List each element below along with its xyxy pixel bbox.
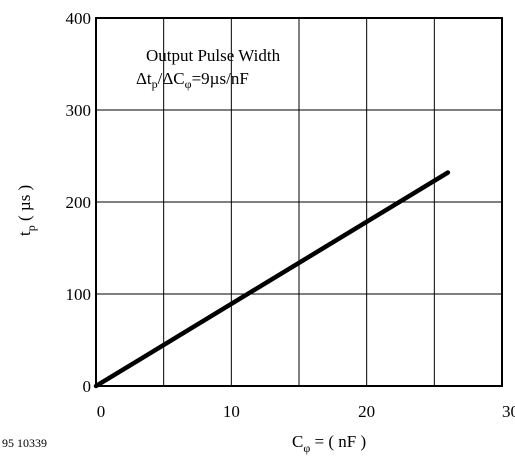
annotation-line-2: Δtp/ΔCφ=9µs/nF (136, 69, 249, 91)
x-tick-labels: 0 10 20 30 (97, 402, 515, 421)
y-tick-label: 100 (66, 285, 92, 304)
annotation-delta-c: /ΔC (158, 69, 185, 88)
annotation-line-1: Output Pulse Width (146, 46, 281, 65)
y-tick-labels: 0 100 200 300 400 (66, 9, 92, 396)
grid-lines (96, 18, 502, 386)
figure-id: 95 10339 (2, 436, 47, 450)
x-axis-label-rest: = ( nF ) (310, 432, 366, 451)
x-axis-label-sub: φ (303, 441, 310, 455)
y-axis-label: tp ( µs ) (15, 185, 38, 236)
plot-frame (95, 17, 503, 387)
x-axis-label-main: C (292, 432, 303, 451)
y-tick-label: 400 (66, 9, 92, 28)
series-line (93, 170, 451, 389)
y-axis-label-rest: ( µs ) (15, 185, 34, 225)
series-layer (93, 170, 451, 389)
annotation-slope: =9µs/nF (192, 69, 249, 88)
x-tick-label: 0 (97, 402, 106, 421)
y-tick-label: 0 (83, 377, 92, 396)
y-tick-label: 300 (66, 101, 92, 120)
x-tick-label: 30 (502, 402, 515, 421)
y-tick-label: 200 (66, 193, 92, 212)
x-tick-label: 20 (358, 402, 375, 421)
annotation-delta-t: Δt (136, 69, 152, 88)
y-axis-label-main: t (15, 231, 34, 236)
annotation-sub-phi: φ (185, 77, 192, 91)
annotation-sub-p: p (152, 77, 158, 91)
x-axis-label: Cφ = ( nF ) (292, 432, 366, 455)
y-axis-label-sub: p (24, 225, 38, 231)
x-tick-label: 10 (223, 402, 240, 421)
